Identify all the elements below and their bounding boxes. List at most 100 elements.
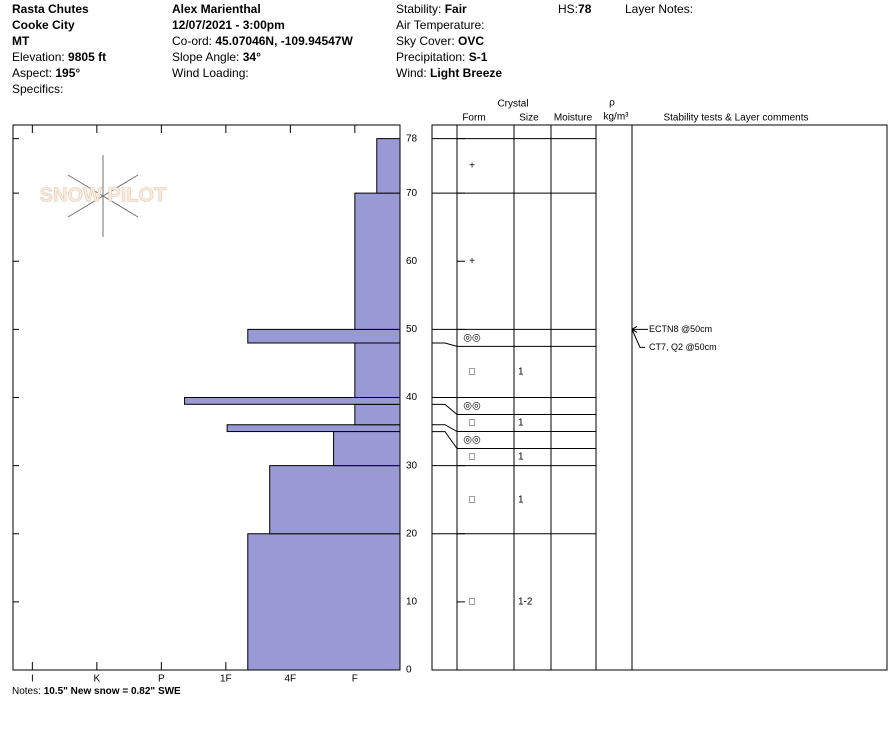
grain-size: 1 — [518, 367, 524, 378]
test-text: CT7, Q2 @50cm — [649, 342, 717, 352]
grain-form: □ — [469, 418, 475, 429]
notes-label: Notes: — [12, 686, 41, 697]
notes: Notes: 10.5" New snow = 0.82" SWE — [12, 686, 181, 697]
x-tick-label: 4F — [285, 674, 297, 685]
y-tick-label: 50 — [406, 324, 418, 335]
field-label: Co-ord: — [172, 34, 212, 48]
y-tick-label: 20 — [406, 528, 418, 539]
x-tick-label: K — [94, 674, 101, 685]
y-tick-label: 40 — [406, 392, 418, 403]
header-field: Cooke City — [12, 18, 75, 32]
header-field: MT — [12, 34, 30, 48]
grain-size: 1-2 — [518, 597, 533, 608]
field-value: Alex Marienthal — [172, 2, 261, 16]
col-header: kg/m³ — [604, 112, 630, 123]
hardness-bar — [226, 424, 401, 433]
notes-value: 10.5" New snow = 0.82" SWE — [44, 686, 181, 697]
col-header: Stability tests & Layer comments — [663, 113, 808, 124]
y-tick-label: 60 — [406, 256, 418, 267]
y-tick-label: 10 — [406, 597, 418, 608]
header-field: Air Temperature: — [396, 18, 484, 32]
layer-line — [432, 403, 596, 415]
grain-form: ◎◎ — [463, 333, 481, 344]
field-label: Precipitation: — [396, 50, 465, 64]
field-value: 9805 ft — [68, 50, 106, 64]
hs-value: 78 — [578, 2, 592, 16]
x-tick-label: F — [352, 674, 358, 685]
header-field: Stability: Fair — [396, 2, 467, 16]
grain-size: 1 — [518, 452, 524, 463]
field-label: Slope Angle: — [172, 50, 239, 64]
field-value: Light Breeze — [430, 66, 502, 80]
hardness-bar — [354, 342, 401, 398]
field-label: Wind: — [396, 66, 427, 80]
field-value: 45.07046N, -109.94547W — [215, 34, 353, 48]
grain-form: ◎◎ — [463, 401, 481, 412]
header-field: Aspect: 195° — [12, 66, 80, 80]
test-text: ECTN8 @50cm — [649, 324, 712, 334]
field-value: Cooke City — [12, 18, 75, 32]
field-value: S-1 — [469, 50, 488, 64]
field-value: 195° — [55, 66, 80, 80]
field-label: Stability: — [396, 2, 441, 16]
header-field: Wind: Light Breeze — [396, 66, 502, 80]
grain-form: □ — [469, 597, 475, 608]
x-tick-label: P — [158, 674, 165, 685]
header-field: Co-ord: 45.07046N, -109.94547W — [172, 34, 353, 48]
layer-line — [432, 424, 596, 432]
y-tick-label: 30 — [406, 460, 418, 471]
field-value: MT — [12, 34, 30, 48]
grain-form: □ — [469, 494, 475, 505]
layer-line — [432, 342, 596, 347]
header-field: Wind Loading: — [172, 66, 249, 80]
col-header: Moisture — [554, 113, 593, 124]
test-arrow — [631, 325, 645, 348]
header-field: Alex Marienthal — [172, 2, 261, 16]
hs: HS:78 — [558, 2, 592, 16]
layer-line — [432, 431, 596, 449]
grain-size: 1 — [518, 494, 524, 505]
col-header: Crystal — [497, 99, 528, 110]
hardness-bar — [333, 431, 401, 467]
col-header: Form — [462, 113, 485, 124]
col-header: ρ — [609, 98, 615, 109]
field-label: Specifics: — [12, 82, 63, 96]
hardness-bar — [376, 138, 401, 194]
field-value: 12/07/2021 - 3:00pm — [172, 18, 285, 32]
header-field: Elevation: 9805 ft — [12, 50, 106, 64]
field-value: Fair — [445, 2, 467, 16]
layer-notes: Layer Notes: — [625, 2, 693, 16]
grain-form: □ — [469, 367, 475, 378]
field-value: Rasta Chutes — [12, 2, 89, 16]
header-field: Rasta Chutes — [12, 2, 89, 16]
header-field: Slope Angle: 34° — [172, 50, 261, 64]
grain-form: ◎◎ — [463, 435, 481, 446]
grain-form: + — [469, 256, 475, 267]
field-label: Air Temperature: — [396, 18, 484, 32]
header-field: Sky Cover: OVC — [396, 34, 484, 48]
field-label: Sky Cover: — [396, 34, 455, 48]
hs-label: HS: — [558, 2, 578, 16]
x-tick-label: I — [31, 674, 34, 685]
field-label: Wind Loading: — [172, 66, 249, 80]
grain-form: + — [469, 161, 475, 172]
grain-form: □ — [469, 452, 475, 463]
logo-text: SNOW PILOT — [40, 184, 167, 206]
hardness-bar — [247, 328, 401, 344]
field-value: 34° — [243, 50, 261, 64]
field-label: Elevation: — [12, 50, 65, 64]
field-value: OVC — [458, 34, 484, 48]
x-tick-label: 1F — [220, 674, 232, 685]
test-arrow — [631, 325, 648, 333]
hardness-bar — [247, 533, 401, 671]
col-header: Size — [519, 113, 539, 124]
grain-size: 1 — [518, 418, 524, 429]
y-tick-label: 0 — [406, 665, 412, 676]
header-field: Precipitation: S-1 — [396, 50, 488, 64]
hardness-bar — [184, 397, 401, 405]
hardness-bar — [354, 403, 401, 426]
logo: SNOW PILOT — [39, 155, 167, 237]
hardness-bar — [354, 192, 401, 330]
y-tick-label: 78 — [406, 133, 418, 144]
